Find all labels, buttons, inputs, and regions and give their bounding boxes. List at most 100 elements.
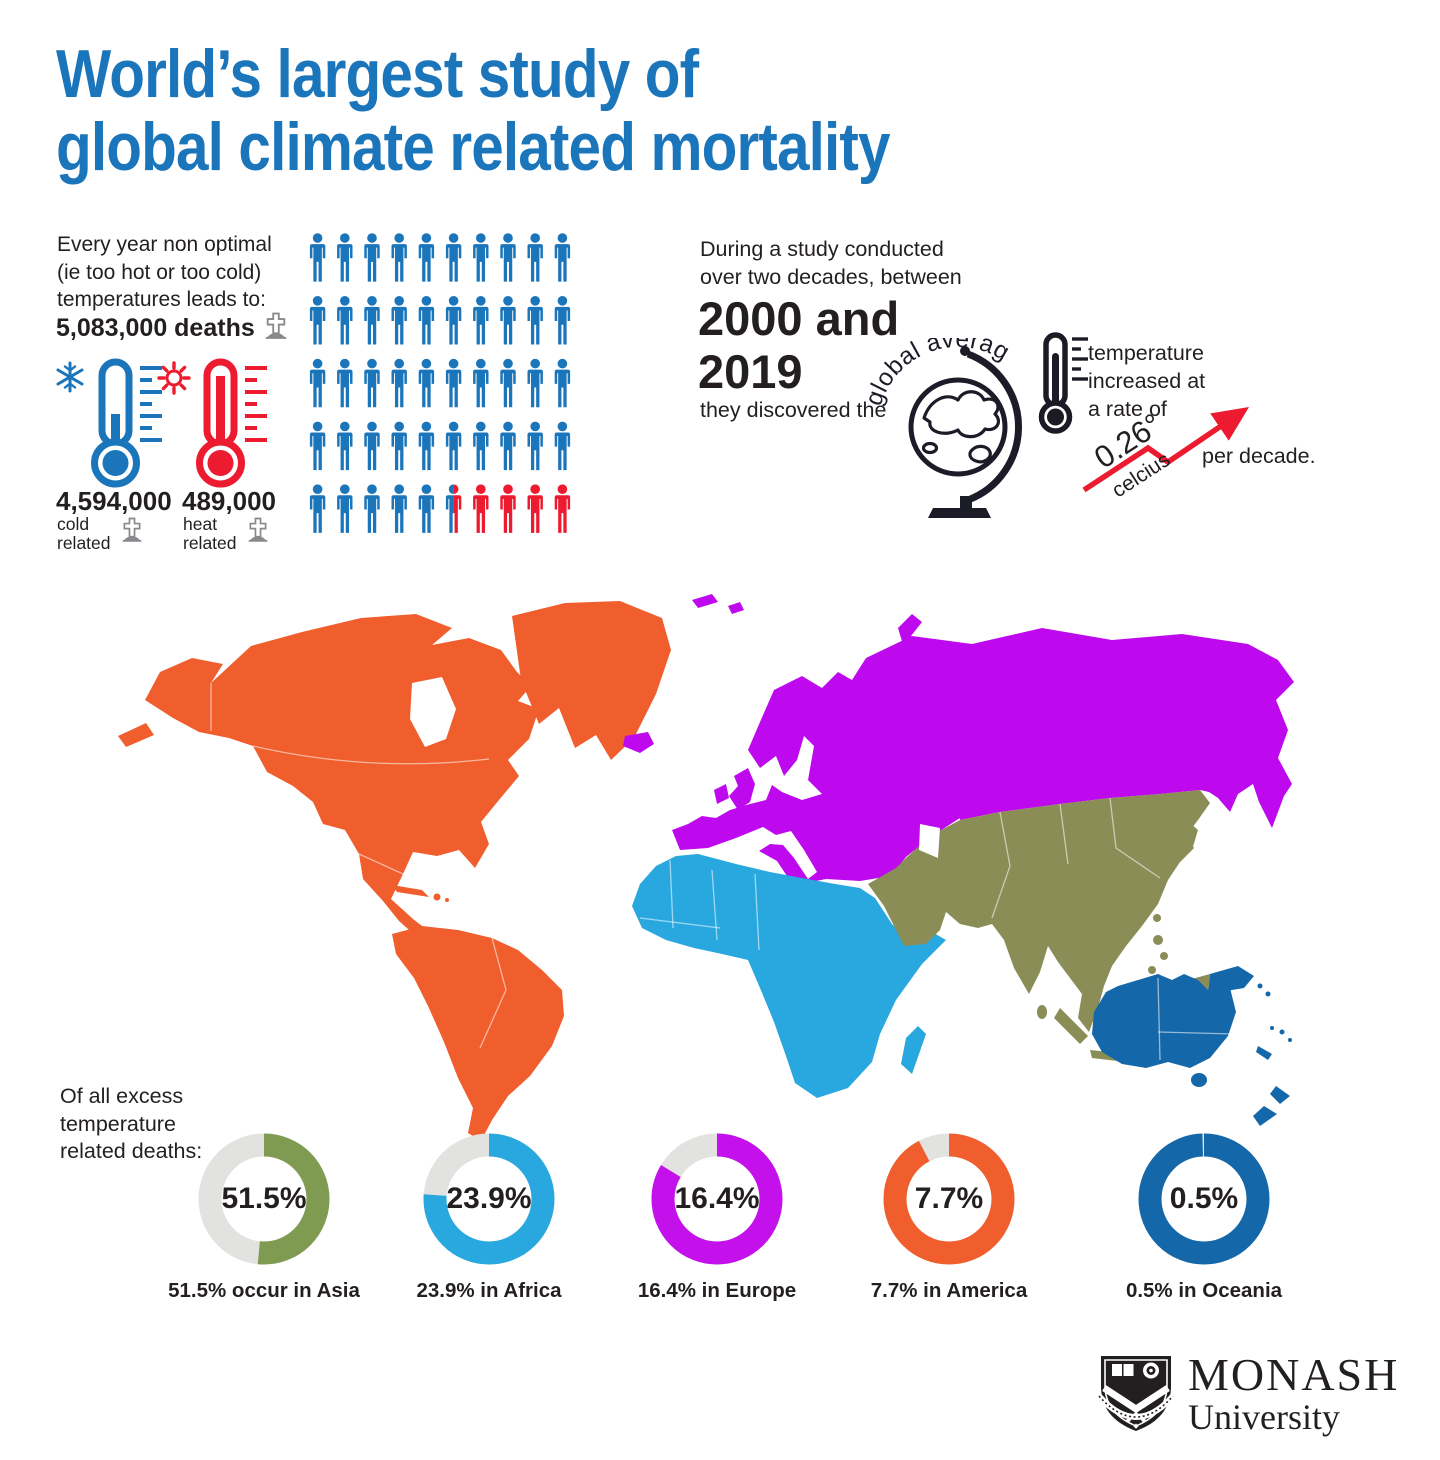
donut-asia: 51.5% 51.5% occur in Asia: [154, 1133, 374, 1303]
donut-ring-svg-america: [883, 1133, 1015, 1265]
donut-america: 7.7% 7.7% in America: [839, 1133, 1059, 1303]
map-asia-mainland: [868, 790, 1210, 1032]
map-iceland: [623, 732, 654, 753]
person-icon-cold: [527, 358, 543, 408]
map-new-caledonia: [1256, 1046, 1272, 1060]
study-intro-line: over two decades, between: [700, 264, 962, 289]
monash-wordmark: MONASH University: [1188, 1352, 1399, 1437]
shield-ribbon: [1096, 1393, 1176, 1420]
person-icon-cold: [473, 295, 489, 345]
donut-caption-america: 7.7% in America: [870, 1279, 1028, 1302]
person-icon-cold: [418, 484, 435, 533]
person-icon-cold: [473, 233, 489, 282]
cold-thermometer-icon: [91, 358, 162, 488]
donut-pct-europe: 16.4%: [674, 1182, 760, 1215]
heading-line: related deaths:: [60, 1139, 203, 1163]
person-icon-cold: [418, 421, 435, 471]
donut-oceania: 0.5% 0.5% in Oceania: [1094, 1133, 1314, 1303]
shield-book-icon: [1112, 1364, 1134, 1376]
person-icon-cold: [473, 421, 489, 471]
donut-ring-svg-oceania: [1138, 1133, 1270, 1265]
person-icon-cold: [337, 233, 353, 282]
study-discovered: they discovered the: [700, 398, 887, 422]
person-icon-cold: [337, 421, 353, 471]
person-icon-heat: [473, 484, 489, 533]
person-icon-cold: [309, 358, 326, 408]
map-uk: [729, 768, 755, 810]
person-icon-cold: [418, 295, 435, 345]
person-icon-cold: [500, 358, 516, 408]
snowflake-icon: [56, 361, 84, 393]
person-icon-cold: [500, 295, 516, 345]
map-north-america: [145, 614, 539, 957]
shield-chevron: [1102, 1385, 1170, 1414]
shield-roundel-icon: [1143, 1362, 1159, 1379]
person-icon-cold: [309, 233, 326, 282]
tombstone-icon: [121, 516, 143, 543]
map-solomons: [1257, 983, 1263, 989]
person-icon-cold: [418, 358, 435, 408]
person-icon-cold: [364, 358, 380, 408]
map-hispaniola: [433, 893, 441, 901]
person-icon-cold: [527, 233, 543, 282]
person-icon-cold: [500, 233, 516, 282]
person-icon-cold: [364, 484, 380, 533]
person-icon-cold: [445, 295, 462, 345]
map-region-americas: [118, 601, 671, 1140]
map-country-borders: [210, 683, 1235, 1061]
person-icon-cold: [309, 484, 326, 533]
person-icon-cold: [309, 421, 326, 471]
tombstone-icon: [264, 311, 288, 340]
world-map: [118, 594, 1294, 1140]
cold-label-line: cold: [57, 514, 90, 534]
person-icon-cold: [554, 295, 571, 345]
map-new-zealand-north: [1270, 1086, 1290, 1104]
person-icon-cold: [418, 233, 435, 282]
person-icon-cold: [391, 484, 407, 533]
total-deaths-value: 5,083,000 deaths: [56, 314, 255, 342]
cold-label-line: related: [57, 532, 111, 553]
heat-thermometer-icon: [196, 358, 267, 488]
map-ireland: [714, 784, 729, 804]
donut-chart-oceania: 0.5%: [1138, 1133, 1270, 1265]
person-icon-cold: [391, 421, 407, 471]
map-sumatra: [1054, 1008, 1088, 1044]
heading-line: Of all excess: [60, 1084, 184, 1108]
map-region-africa: [632, 854, 946, 1098]
temp-line: temperature: [1088, 341, 1204, 365]
map-philippines: [1160, 952, 1168, 960]
cold-deaths-value: 4,594,000: [56, 486, 172, 516]
person-icon-cold: [473, 358, 489, 408]
donut-ring-svg-africa: [423, 1133, 555, 1265]
person-icon-cold: [554, 421, 571, 471]
map-vanuatu: [1270, 1026, 1274, 1030]
donut-ring-svg-asia: [198, 1133, 330, 1265]
person-icon-cold: [554, 358, 571, 408]
annual-deaths-intro: Every year non optimal (ie too hot or to…: [57, 231, 272, 314]
person-icon-heat: [554, 484, 571, 533]
donut-pct-america: 7.7%: [914, 1182, 984, 1215]
heat-label-line: heat: [183, 514, 218, 534]
map-philippines: [1148, 966, 1156, 974]
map-africa-mainland: [632, 854, 946, 1098]
temperature-thermometer-icon: [1038, 332, 1088, 434]
annual-intro-line: Every year non optimal: [57, 233, 272, 256]
map-caspian-sea: [919, 824, 940, 858]
pictogram-grid: [309, 233, 571, 533]
monash-shield-icon: [1096, 1356, 1176, 1431]
page-title: World’s largest study of global climate …: [56, 38, 891, 184]
donut-ring-svg-europe: [651, 1133, 783, 1265]
donut-chart-africa: 23.9%: [423, 1133, 555, 1265]
map-region-oceania: [1092, 966, 1292, 1126]
annual-intro-line: temperatures leads to:: [57, 288, 266, 311]
person-icon-cold: [309, 295, 326, 345]
person-icon-cold: [445, 233, 462, 282]
donut-europe: 16.4% 16.4% in Europe: [607, 1133, 827, 1303]
map-region-europe: [623, 594, 1294, 887]
donut-caption-oceania: 0.5% in Oceania: [1125, 1279, 1283, 1302]
map-madagascar: [901, 1026, 926, 1074]
study-years: 2000 and 2019: [698, 292, 899, 398]
person-icon-cold: [554, 233, 571, 282]
globe-icon: global average: [868, 338, 1023, 518]
